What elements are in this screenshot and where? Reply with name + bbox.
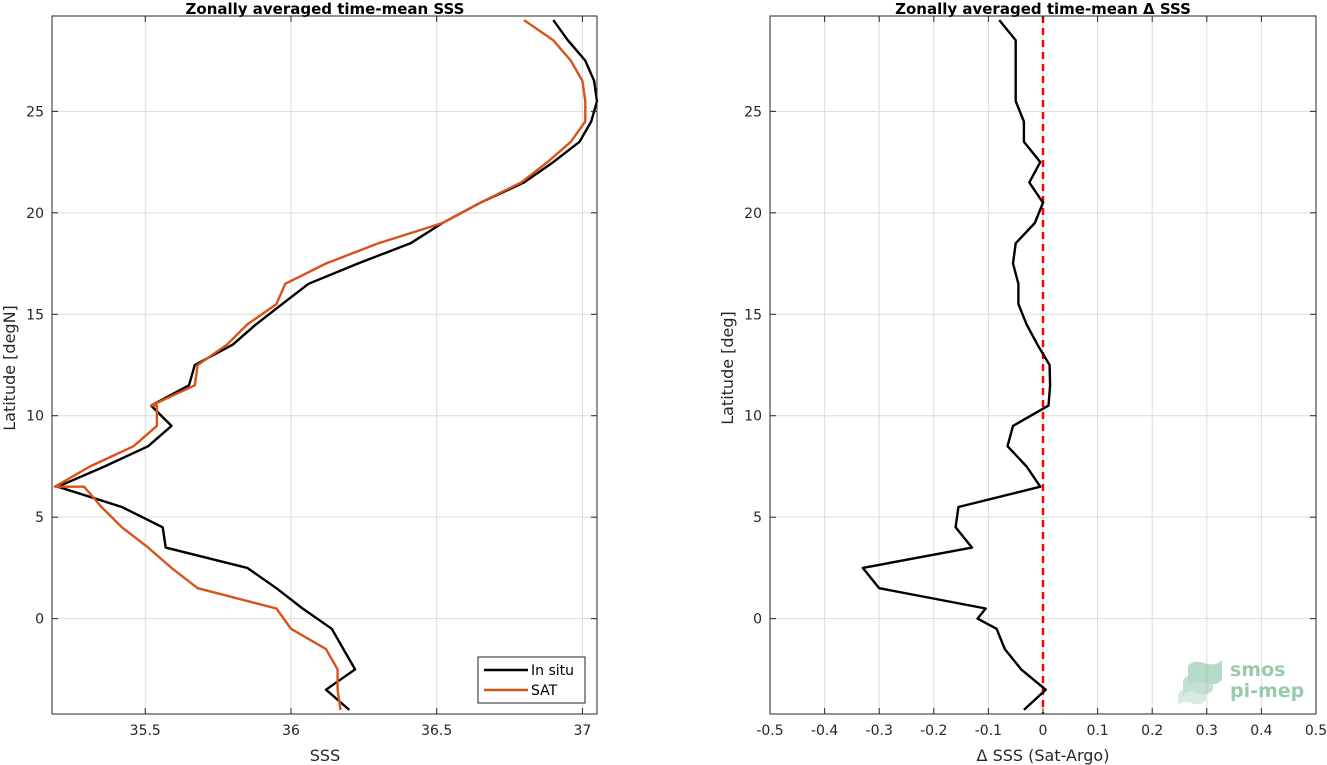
x-axis-label: SSS <box>310 746 340 765</box>
chart-title: Zonally averaged time-mean Δ SSS <box>895 0 1191 18</box>
legend-box <box>477 656 586 704</box>
plot-lines <box>53 19 599 711</box>
x-tick-label: 37 <box>574 723 592 739</box>
legend-label-sat: SAT <box>531 683 558 699</box>
chart-title: Zonally averaged time-mean SSS <box>186 0 465 18</box>
logo-line-1: smos <box>1230 659 1285 681</box>
x-tick-label: -0.3 <box>866 723 893 739</box>
x-tick-label: 36 <box>282 723 300 739</box>
y-tick-label: 25 <box>26 104 44 120</box>
y-tick-label: 10 <box>26 409 44 425</box>
y-tick-label: 20 <box>26 206 44 222</box>
legend-label-in-situ: In situ <box>531 663 574 679</box>
x-tick-label: 36.5 <box>421 723 452 739</box>
series-line-in-situ <box>56 19 599 711</box>
x-tick-label: -0.5 <box>756 723 783 739</box>
logo-wave-icon <box>1178 660 1222 706</box>
y-tick-label: 5 <box>753 510 762 526</box>
x-tick-label: 0.5 <box>1305 723 1327 739</box>
smos-pi-mep-logo: smos pi-mep <box>1178 659 1304 706</box>
y-tick-label: 15 <box>26 307 44 323</box>
x-tick-label: 0 <box>1039 723 1048 739</box>
x-tick-label: 0.3 <box>1196 723 1218 739</box>
delta-sss-profile-chart: Zonally averaged time-mean Δ SSS -0.5 -0.… <box>718 0 1327 765</box>
axes-box <box>51 15 598 715</box>
x-tick-label: -0.2 <box>920 723 947 739</box>
ticks: -0.5 -0.4 -0.3 -0.2 -0.1 0 0.1 0.2 0.3 0.4 0.5 0 5 10… <box>744 16 1327 739</box>
x-tick-label: -0.4 <box>811 723 838 739</box>
y-tick-label: 20 <box>744 206 762 222</box>
y-tick-label: 0 <box>35 612 44 628</box>
x-tick-label: 0.2 <box>1141 723 1163 739</box>
y-axis-label: Latitude [degN] <box>0 305 19 431</box>
logo-line-2: pi-mep <box>1230 680 1304 702</box>
x-tick-label: 35.5 <box>130 723 161 739</box>
y-tick-label: 25 <box>744 104 762 120</box>
ticks: 35.5 36 36.5 37 0 5 10 15 20 25 <box>26 16 597 739</box>
x-tick-label: 0.1 <box>1086 723 1108 739</box>
y-axis-label: Latitude [deg] <box>718 311 737 425</box>
plot-lines <box>861 19 1052 711</box>
series-line-sat <box>53 19 587 711</box>
y-tick-label: 10 <box>744 409 762 425</box>
y-tick-label: 15 <box>744 307 762 323</box>
grid <box>52 16 597 714</box>
y-tick-label: 0 <box>753 612 762 628</box>
y-tick-label: 5 <box>35 510 44 526</box>
series-line-delta-sss <box>861 19 1052 711</box>
sss-profile-chart: Zonally averaged time-mean SSS 35.5 36 36.… <box>0 0 599 765</box>
x-axis-label: Δ SSS (Sat-Argo) <box>977 746 1110 765</box>
x-tick-label: -0.1 <box>975 723 1002 739</box>
legend: In situ SAT <box>477 656 586 704</box>
x-tick-label: 0.4 <box>1250 723 1272 739</box>
